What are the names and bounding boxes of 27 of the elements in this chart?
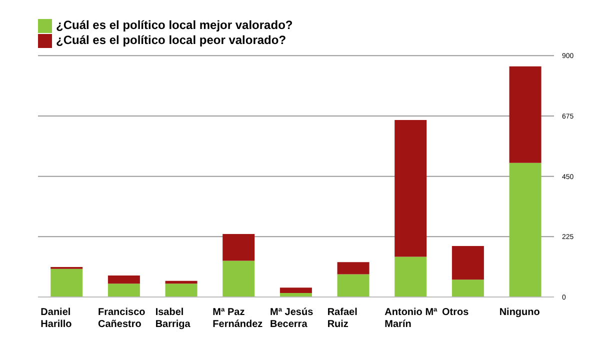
bar: [222, 260, 255, 297]
x-tick-label: Antonio Mª Marín: [384, 307, 438, 330]
bar: [108, 276, 140, 284]
bar: [509, 66, 542, 163]
bar: [222, 234, 255, 261]
bar: [280, 288, 312, 293]
legend-label: ¿Cuál es el político local mejor valorado?: [56, 18, 293, 32]
bar: [337, 274, 370, 297]
x-tick-label: Otros: [442, 307, 470, 318]
x-tick-label: Francisco Cañestro: [98, 307, 146, 330]
bar: [165, 284, 198, 297]
x-tick-label: Daniel Harillo: [40, 307, 72, 330]
x-tick-label: Isabel Barriga: [155, 307, 191, 330]
x-tick-label: Mª Paz Fernández: [212, 307, 263, 330]
bar: [108, 284, 140, 297]
bar: [337, 262, 370, 274]
bar: [50, 268, 83, 297]
x-tick-label: Rafael Ruiz: [327, 307, 358, 330]
bar: [165, 280, 198, 284]
bar: [394, 256, 427, 297]
legend-label: ¿Cuál es el político local peor valorado?: [56, 32, 286, 47]
bar: [452, 246, 484, 280]
bar: [452, 280, 484, 297]
bar: [394, 120, 427, 257]
x-tick-label: Mª Jesús Becerra: [270, 307, 314, 330]
x-tick-label: Ninguno: [499, 307, 540, 318]
bar: [509, 162, 542, 297]
